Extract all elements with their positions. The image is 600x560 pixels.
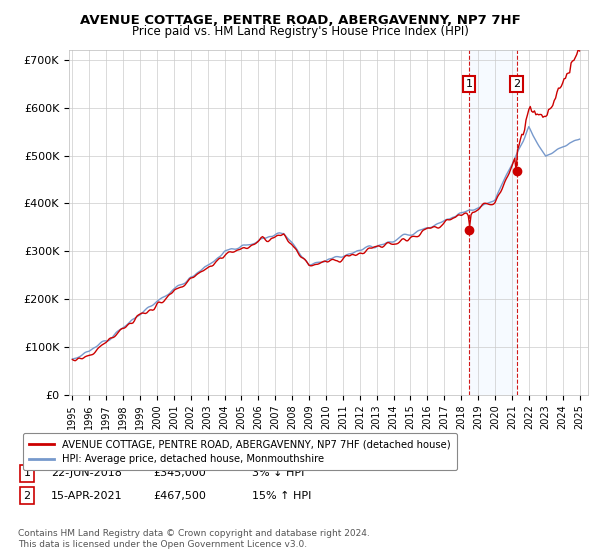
Text: 2: 2 — [513, 79, 520, 89]
Text: 1: 1 — [466, 79, 473, 89]
Legend: AVENUE COTTAGE, PENTRE ROAD, ABERGAVENNY, NP7 7HF (detached house), HPI: Average: AVENUE COTTAGE, PENTRE ROAD, ABERGAVENNY… — [23, 433, 457, 470]
Text: AVENUE COTTAGE, PENTRE ROAD, ABERGAVENNY, NP7 7HF: AVENUE COTTAGE, PENTRE ROAD, ABERGAVENNY… — [80, 14, 520, 27]
Text: 3% ↓ HPI: 3% ↓ HPI — [252, 468, 304, 478]
Text: Price paid vs. HM Land Registry's House Price Index (HPI): Price paid vs. HM Land Registry's House … — [131, 25, 469, 38]
Text: 15% ↑ HPI: 15% ↑ HPI — [252, 491, 311, 501]
Bar — [469, 50, 517, 395]
Text: Contains HM Land Registry data © Crown copyright and database right 2024.
This d: Contains HM Land Registry data © Crown c… — [18, 529, 370, 549]
Text: 2: 2 — [23, 491, 31, 501]
Text: £467,500: £467,500 — [153, 491, 206, 501]
Text: £345,000: £345,000 — [153, 468, 206, 478]
Text: 1: 1 — [23, 468, 31, 478]
Text: 15-APR-2021: 15-APR-2021 — [51, 491, 122, 501]
Text: 22-JUN-2018: 22-JUN-2018 — [51, 468, 122, 478]
